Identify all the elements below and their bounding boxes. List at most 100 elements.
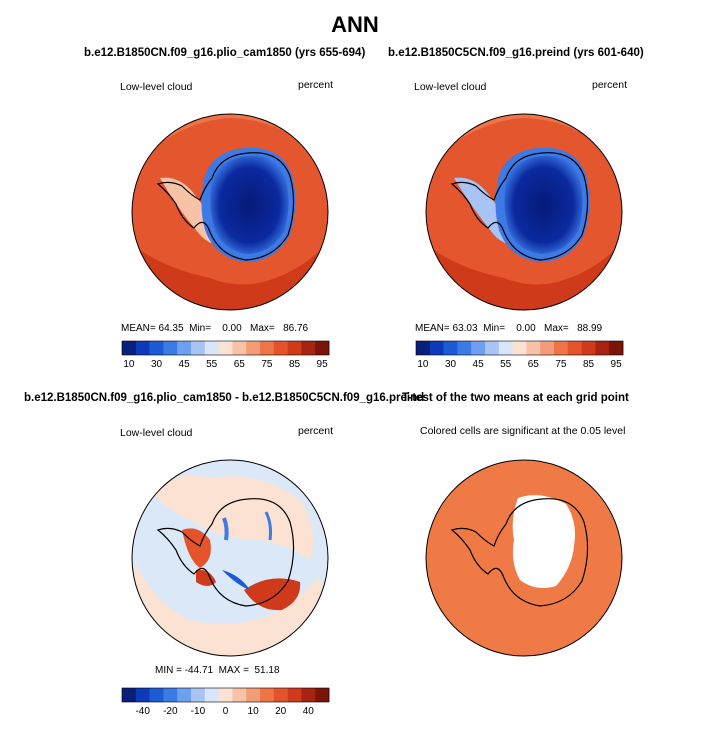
mean-value: 63.03 bbox=[452, 323, 478, 334]
colorbar-cell bbox=[122, 688, 137, 702]
colorbar-cell bbox=[287, 341, 302, 355]
colorbar-cell bbox=[149, 688, 164, 702]
colorbar-cell bbox=[301, 341, 316, 355]
colorbar-cell bbox=[609, 341, 624, 355]
negative-anomaly-patch bbox=[222, 517, 229, 541]
colorbar-cell bbox=[218, 341, 233, 355]
colorbar-tick-label: 95 bbox=[611, 359, 623, 370]
colorbar-cell bbox=[429, 341, 444, 355]
coastline bbox=[156, 498, 295, 607]
panel-2-map bbox=[426, 114, 622, 310]
colorbar-cell bbox=[135, 341, 150, 355]
colorbar-cell bbox=[301, 688, 316, 702]
panel-4-subtitle: Colored cells are significant at the 0.0… bbox=[420, 425, 626, 437]
colorbar-tick-label: 85 bbox=[583, 359, 595, 370]
colorbar-tick-label: 55 bbox=[206, 359, 218, 370]
min-value: 0.00 bbox=[516, 323, 536, 334]
panel-1-stats: MEAN= 64.35 Min= 0.00 Max= 86.76 bbox=[121, 323, 308, 334]
colorbar-frame bbox=[415, 340, 624, 356]
colorbar-tick-label: 65 bbox=[234, 359, 246, 370]
colorbar-tick-label: 45 bbox=[473, 359, 485, 370]
panel-2-variable: Low-level cloud bbox=[414, 81, 487, 93]
colorbar-tick-label: -40 bbox=[135, 706, 150, 717]
colorbar-tick-label: 55 bbox=[500, 359, 512, 370]
panel-3-stats: MIN = -44.71 MAX = 51.18 bbox=[155, 665, 280, 676]
colorbar-cell bbox=[581, 341, 596, 355]
colorbar-cell bbox=[177, 341, 192, 355]
mean-value: 64.35 bbox=[158, 323, 184, 334]
panel-1-border bbox=[131, 113, 329, 311]
anomaly-patch bbox=[196, 569, 216, 586]
panel-1-variable: Low-level cloud bbox=[120, 81, 193, 93]
max-label: Max= bbox=[250, 323, 275, 334]
colorbar-cell bbox=[232, 341, 247, 355]
colorbar-cell bbox=[149, 341, 164, 355]
mean-label: MEAN= bbox=[121, 323, 156, 334]
colorbar-cell bbox=[512, 341, 527, 355]
negative-anomaly-patch bbox=[222, 570, 250, 590]
colorbar-tick-label: 75 bbox=[555, 359, 567, 370]
colorbar-cell bbox=[163, 341, 178, 355]
colorbar-tick-label: -10 bbox=[191, 706, 206, 717]
min-value: 0.00 bbox=[222, 323, 242, 334]
colorbar-frame bbox=[121, 340, 330, 356]
colorbar-tick-label: 10 bbox=[417, 359, 429, 370]
colorbar-cell bbox=[315, 341, 330, 355]
colorbar-cell bbox=[204, 341, 219, 355]
colorbar-panel-1: 10 30 45 55 65 75 85 95 bbox=[121, 340, 330, 370]
colorbar-cell bbox=[135, 688, 150, 702]
panel-1-units: percent bbox=[298, 79, 334, 91]
max-label: Max= bbox=[544, 323, 569, 334]
colorbar-cell bbox=[191, 341, 206, 355]
panel-3-variable: Low-level cloud bbox=[120, 427, 193, 439]
colorbar-tick-label: 45 bbox=[179, 359, 191, 370]
colorbar-cell bbox=[191, 688, 206, 702]
positive-anomaly-region bbox=[132, 560, 328, 656]
panel-4-map bbox=[426, 460, 622, 656]
panel-3-units: percent bbox=[298, 425, 334, 437]
panel-1-map bbox=[132, 114, 328, 310]
colorbar-cell bbox=[260, 341, 275, 355]
colorbar-cell bbox=[485, 341, 500, 355]
colorbar-tick-label: 30 bbox=[445, 359, 457, 370]
colorbar-cell bbox=[232, 688, 247, 702]
colorbar-cell bbox=[595, 341, 610, 355]
colorbar-tick-label: 95 bbox=[317, 359, 329, 370]
colorbar-tick-label: 75 bbox=[261, 359, 273, 370]
colorbar-cell bbox=[554, 341, 569, 355]
panel-2-stats: MEAN= 63.03 Min= 0.00 Max= 88.99 bbox=[415, 323, 602, 334]
colorbar-tick-label: 20 bbox=[275, 706, 287, 717]
colorbar-cell bbox=[567, 341, 582, 355]
colorbar-cell bbox=[273, 341, 288, 355]
min-label: Min= bbox=[189, 323, 212, 334]
colorbar-tick-label: -20 bbox=[163, 706, 178, 717]
colorbar-cell bbox=[540, 341, 555, 355]
colorbar-cell bbox=[122, 341, 137, 355]
continent-field bbox=[210, 155, 289, 254]
colorbar-cell bbox=[287, 688, 302, 702]
panel-4-title: T-test of the two means at each grid poi… bbox=[402, 392, 629, 404]
negative-anomaly-patch bbox=[264, 511, 272, 541]
panel-3-title: b.e12.B1850CN.f09_g16.plio_cam1850 - b.e… bbox=[24, 392, 425, 404]
colorbar-cell bbox=[218, 688, 233, 702]
colorbar-cell bbox=[260, 688, 275, 702]
max-value: 88.99 bbox=[577, 323, 603, 334]
colorbar-cell bbox=[246, 688, 261, 702]
mean-label: MEAN= bbox=[415, 323, 450, 334]
colorbar-cell bbox=[163, 688, 178, 702]
colorbar-cell bbox=[498, 341, 513, 355]
panel-3-border bbox=[131, 459, 329, 657]
continent-field bbox=[504, 155, 583, 254]
colorbar-cell bbox=[416, 341, 431, 355]
colorbar-tick-label: 65 bbox=[528, 359, 540, 370]
colorbar-tick-label: 85 bbox=[289, 359, 301, 370]
colorbar-panel-2: 10 30 45 55 65 75 85 95 bbox=[415, 340, 624, 370]
colorbar-tick-label: 0 bbox=[223, 706, 229, 717]
colorbar-panel-3: -40 -20 -10 0 10 20 40 bbox=[121, 687, 330, 717]
colorbar-tick-label: 10 bbox=[123, 359, 135, 370]
non-significant-region bbox=[512, 495, 575, 588]
colorbar-cell bbox=[246, 341, 261, 355]
panel-2-border bbox=[425, 113, 623, 311]
colorbar-cell bbox=[443, 341, 458, 355]
